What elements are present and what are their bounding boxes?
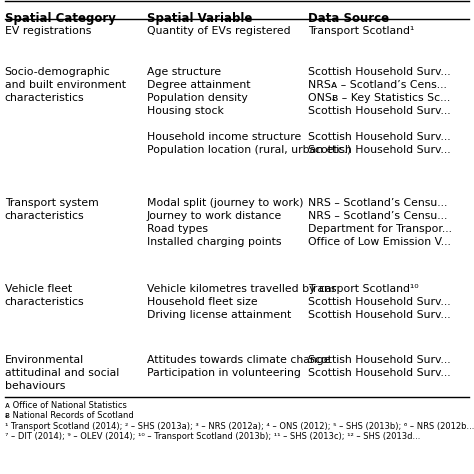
Text: ¹ Transport Scotland (2014); ² – SHS (2013a); ³ – NRS (2012a); ⁴ – ONS (2012); ⁵: ¹ Transport Scotland (2014); ² – SHS (20… [5, 422, 474, 431]
Text: Spatial Variable: Spatial Variable [147, 12, 252, 25]
Text: Attitudes towards climate change
Participation in volunteering: Attitudes towards climate change Partici… [147, 355, 330, 378]
Text: Data Source: Data Source [308, 12, 389, 25]
Text: Environmental
attitudinal and social
behaviours: Environmental attitudinal and social beh… [5, 355, 119, 391]
Text: Spatial Category: Spatial Category [5, 12, 116, 25]
Text: EV registrations: EV registrations [5, 26, 91, 36]
Text: NRS – Scotland’s Censu...
NRS – Scotland’s Censu...
Department for Transpor...
O: NRS – Scotland’s Censu... NRS – Scotland… [308, 198, 452, 247]
Text: Transport Scotland¹⁰
Scottish Household Surv...
Scottish Household Surv...: Transport Scotland¹⁰ Scottish Household … [308, 283, 451, 320]
Text: Modal split (journey to work)
Journey to work distance
Road types
Installed char: Modal split (journey to work) Journey to… [147, 198, 303, 247]
Text: Transport system
characteristics: Transport system characteristics [5, 198, 99, 221]
Text: Quantity of EVs registered: Quantity of EVs registered [147, 26, 291, 36]
Text: Socio-demographic
and built environment
characteristics: Socio-demographic and built environment … [5, 67, 126, 103]
Text: Age structure
Degree attainment
Population density
Housing stock

Household inco: Age structure Degree attainment Populati… [147, 67, 351, 155]
Text: ⁷ – DIT (2014); ⁹ – OLEV (2014); ¹⁰ – Transport Scotland (2013b); ¹¹ – SHS (2013: ⁷ – DIT (2014); ⁹ – OLEV (2014); ¹⁰ – Tr… [5, 432, 420, 441]
Text: ᴃ National Records of Scotland: ᴃ National Records of Scotland [5, 411, 134, 420]
Text: Transport Scotland¹: Transport Scotland¹ [308, 26, 414, 36]
Text: Scottish Household Surv...
Scottish Household Surv...: Scottish Household Surv... Scottish Hous… [308, 355, 451, 378]
Text: Vehicle kilometres travelled by car
Household fleet size
Driving license attainm: Vehicle kilometres travelled by car Hous… [147, 283, 336, 320]
Text: ᴀ Office of National Statistics: ᴀ Office of National Statistics [5, 401, 127, 410]
Text: Vehicle fleet
characteristics: Vehicle fleet characteristics [5, 283, 84, 307]
Text: Scottish Household Surv...
NRSᴀ – Scotland’s Cens...
ONSᴃ – Key Statistics Sc...: Scottish Household Surv... NRSᴀ – Scotla… [308, 67, 451, 155]
